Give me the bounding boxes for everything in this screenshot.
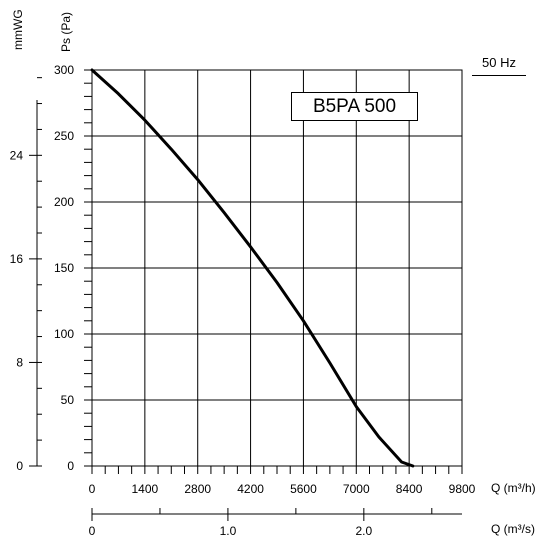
flow-tick-label: 4200 — [237, 482, 264, 496]
flow-tick-label: 0 — [89, 482, 96, 496]
flow-m3s-tick-label: 2.0 — [355, 524, 372, 538]
pressure-axis: 0 50 100 150 200 250 300 — [54, 63, 92, 473]
pressure-axis-title: Ps (Pa) — [59, 12, 73, 52]
flow-m3s-tick-label: 1.0 — [220, 524, 237, 538]
mmwg-axis: 0 8 16 24 — [10, 77, 42, 473]
fan-curve-line — [90, 68, 415, 468]
flow-axis-title: Q (m³/h) — [491, 481, 536, 495]
mmwg-tick-label: 24 — [10, 148, 24, 162]
flow-tick-label: 8400 — [396, 482, 423, 496]
pressure-tick-label: 250 — [54, 129, 74, 143]
pressure-tick-label: 200 — [54, 195, 74, 209]
flow-tick-label: 7000 — [343, 482, 370, 496]
flow-axis-m3h: 0 1400 2800 4200 5600 7000 8400 9800 — [89, 466, 476, 496]
flow-m3s-tick-label: 0 — [89, 524, 96, 538]
model-title: B5PA 500 — [291, 92, 418, 121]
pressure-tick-label: 0 — [67, 459, 74, 473]
flow-tick-label: 1400 — [132, 482, 159, 496]
pressure-tick-label: 150 — [54, 261, 74, 275]
mmwg-axis-title: mmWG — [11, 9, 25, 50]
flow-axis-m3s-title: Q (m³/s) — [491, 522, 535, 536]
flow-axis-m3s: 0 1.0 2.0 — [89, 508, 462, 538]
flow-tick-label: 2800 — [184, 482, 211, 496]
mmwg-tick-label: 16 — [10, 252, 24, 266]
pressure-tick-label: 100 — [54, 327, 74, 341]
flow-tick-label: 5600 — [290, 482, 317, 496]
pressure-tick-label: 50 — [61, 393, 75, 407]
mmwg-tick-label: 8 — [16, 355, 23, 369]
frequency-label: 50 Hz — [472, 55, 526, 76]
pressure-tick-label: 300 — [54, 63, 74, 77]
flow-tick-label: 9800 — [449, 482, 476, 496]
chart-grid — [91, 69, 463, 467]
curve-layer — [90, 68, 415, 468]
mmwg-tick-label: 0 — [16, 459, 23, 473]
